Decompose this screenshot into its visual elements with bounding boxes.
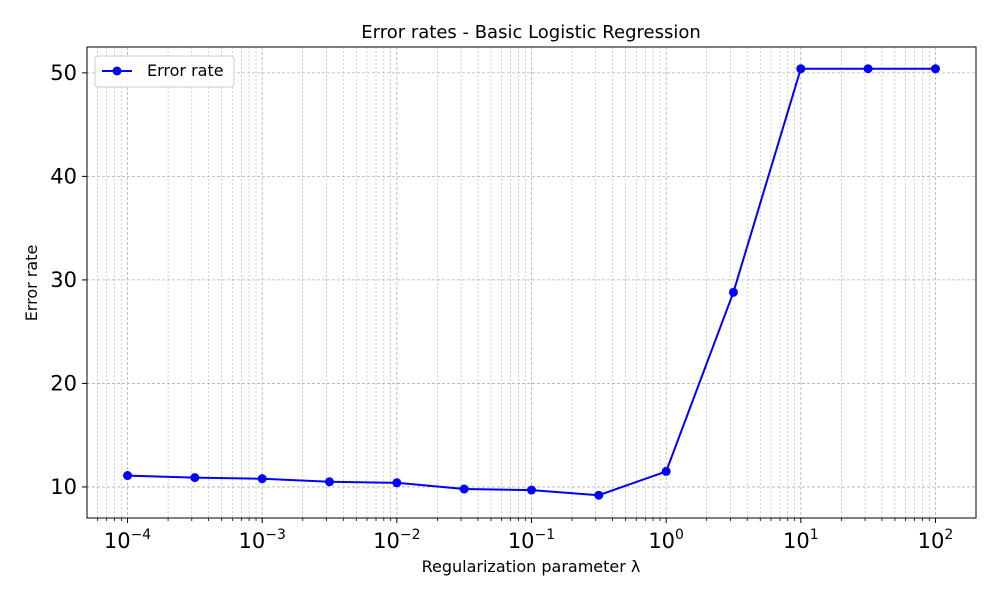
data-point bbox=[863, 64, 873, 74]
x-tick-label: 102 bbox=[918, 527, 954, 553]
legend-box bbox=[94, 55, 235, 88]
data-point bbox=[661, 466, 671, 476]
x-axis-label: Regularization parameter λ bbox=[422, 557, 641, 576]
x-tick-label: 10−4 bbox=[104, 527, 151, 553]
y-tick-label: 40 bbox=[50, 164, 77, 188]
x-tick-label: 10−3 bbox=[239, 527, 286, 553]
y-axis: 10 20 30 40 50 bbox=[50, 61, 87, 499]
chart-title: Error rates - Basic Logistic Regression bbox=[361, 22, 701, 43]
data-point bbox=[324, 477, 334, 487]
legend-marker bbox=[112, 66, 122, 76]
data-point bbox=[257, 474, 267, 484]
series-layer bbox=[123, 64, 940, 500]
x-tick-label: 10−2 bbox=[373, 527, 420, 553]
data-point bbox=[123, 471, 133, 481]
y-tick-label: 20 bbox=[50, 371, 77, 395]
legend-label: Error rate bbox=[147, 61, 224, 80]
x-tick-label: 101 bbox=[783, 527, 819, 553]
x-axis: 10−4 10−3 10−2 10−1 100 101 102 bbox=[97, 518, 954, 553]
data-point bbox=[392, 478, 402, 488]
x-tick-label: 100 bbox=[648, 527, 684, 553]
data-point bbox=[527, 485, 536, 495]
y-tick-label: 30 bbox=[50, 268, 77, 292]
data-point bbox=[190, 473, 200, 483]
y-tick-label: 10 bbox=[50, 475, 77, 499]
data-point bbox=[930, 64, 940, 74]
y-tick-label: 50 bbox=[50, 61, 77, 85]
data-point bbox=[594, 490, 604, 500]
data-point bbox=[728, 287, 738, 297]
y-axis-label: Error rate bbox=[22, 245, 41, 322]
data-point bbox=[796, 64, 806, 74]
legend: Error rate bbox=[94, 55, 235, 88]
grid bbox=[87, 47, 976, 518]
x-tick-label: 10−1 bbox=[508, 527, 555, 553]
data-point bbox=[459, 484, 469, 494]
